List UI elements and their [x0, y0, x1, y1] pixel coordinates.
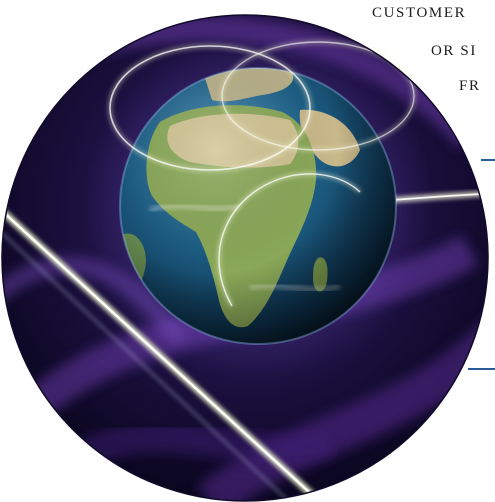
- orbit-rings: [107, 39, 417, 307]
- disc-edge: [1, 14, 489, 502]
- caption-line-or: OR SI: [431, 43, 477, 59]
- caption-line-fr: FR: [459, 78, 481, 94]
- accent-rule-bottom: [468, 368, 495, 370]
- accent-rule-top: [481, 159, 495, 161]
- caption-line-customer: CUSTOMER: [372, 5, 467, 21]
